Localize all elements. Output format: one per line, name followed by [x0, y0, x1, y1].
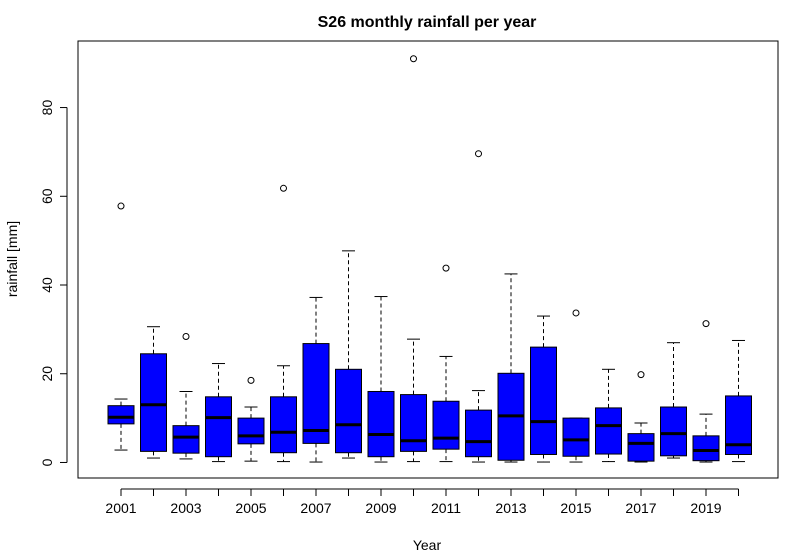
box-2016 — [595, 368, 622, 463]
iqr-box-2001 — [107, 405, 135, 425]
iqr-box-2011 — [432, 400, 460, 450]
iqr-box-2015 — [562, 417, 590, 457]
iqr-box-2016 — [595, 407, 622, 455]
box-2013 — [497, 273, 525, 463]
y-tick-label-60: 60 — [39, 188, 55, 204]
box-2011 — [432, 264, 460, 463]
box-2004 — [205, 363, 232, 463]
x-axis-label: Year — [413, 537, 442, 553]
x-tick-label-2015: 2015 — [560, 500, 591, 516]
box-2014 — [530, 315, 557, 463]
y-axis: 0 20 40 60 80 — [39, 100, 68, 466]
iqr-box-2012 — [465, 409, 492, 458]
x-tick-label-2009: 2009 — [365, 500, 396, 516]
box-2017 — [627, 371, 655, 463]
y-tick-label-80: 80 — [39, 100, 55, 116]
box-2015 — [562, 309, 590, 463]
outlier-2017-0 — [637, 371, 645, 379]
outlier-2001-0 — [117, 202, 125, 210]
x-tick-label-2019: 2019 — [690, 500, 721, 516]
x-tick-label-2005: 2005 — [235, 500, 266, 516]
y-axis-label: rainfall [mm] — [4, 221, 20, 297]
box-2003 — [172, 332, 200, 460]
outlier-2006-0 — [280, 184, 287, 192]
box-2018 — [660, 342, 687, 459]
outlier-2012-0 — [475, 150, 482, 158]
iqr-box-2010 — [400, 394, 427, 452]
box-2019 — [692, 320, 720, 463]
boxes-group — [107, 55, 752, 463]
outlier-2005-0 — [247, 376, 255, 384]
box-2001 — [107, 202, 135, 451]
y-tick-label-40: 40 — [39, 277, 55, 293]
y-tick-label-20: 20 — [39, 366, 55, 382]
outlier-2011-0 — [442, 264, 450, 272]
x-tick-label-2001: 2001 — [105, 500, 136, 516]
y-tick-label-0: 0 — [39, 458, 55, 466]
box-2009 — [367, 296, 395, 463]
x-axis: 2001 2003 2005 2007 2009 2011 2013 2015 2017 2019 — [105, 488, 739, 516]
outlier-2010-0 — [410, 55, 417, 63]
outlier-2003-0 — [182, 332, 190, 340]
iqr-box-2014 — [530, 346, 557, 455]
box-2006 — [270, 184, 297, 463]
iqr-box-2009 — [367, 390, 395, 458]
outlier-2019-0 — [702, 320, 710, 328]
iqr-box-2019 — [692, 435, 720, 462]
x-tick-label-2017: 2017 — [625, 500, 656, 516]
box-2005 — [237, 376, 265, 462]
x-tick-label-2013: 2013 — [495, 500, 526, 516]
box-2008 — [335, 250, 362, 459]
box-2010 — [400, 55, 427, 463]
x-tick-label-2011: 2011 — [431, 500, 461, 516]
iqr-box-2004 — [205, 396, 232, 458]
outlier-2015-0 — [572, 309, 580, 317]
box-2020 — [725, 339, 752, 463]
iqr-box-2003 — [172, 425, 200, 454]
iqr-box-2002 — [140, 353, 167, 452]
iqr-box-2008 — [335, 368, 362, 454]
iqr-box-2005 — [237, 417, 265, 445]
iqr-box-2006 — [270, 396, 297, 454]
chart-title: S26 monthly rainfall per year — [318, 14, 537, 31]
box-2012 — [465, 150, 492, 463]
box-2002 — [140, 326, 167, 459]
plot-frame — [77, 40, 779, 479]
x-tick-label-2007: 2007 — [300, 500, 331, 516]
iqr-box-2018 — [660, 406, 687, 457]
iqr-box-2017 — [627, 433, 655, 462]
box-2007 — [302, 296, 330, 463]
x-tick-label-2003: 2003 — [170, 500, 201, 516]
iqr-box-2007 — [302, 343, 330, 444]
